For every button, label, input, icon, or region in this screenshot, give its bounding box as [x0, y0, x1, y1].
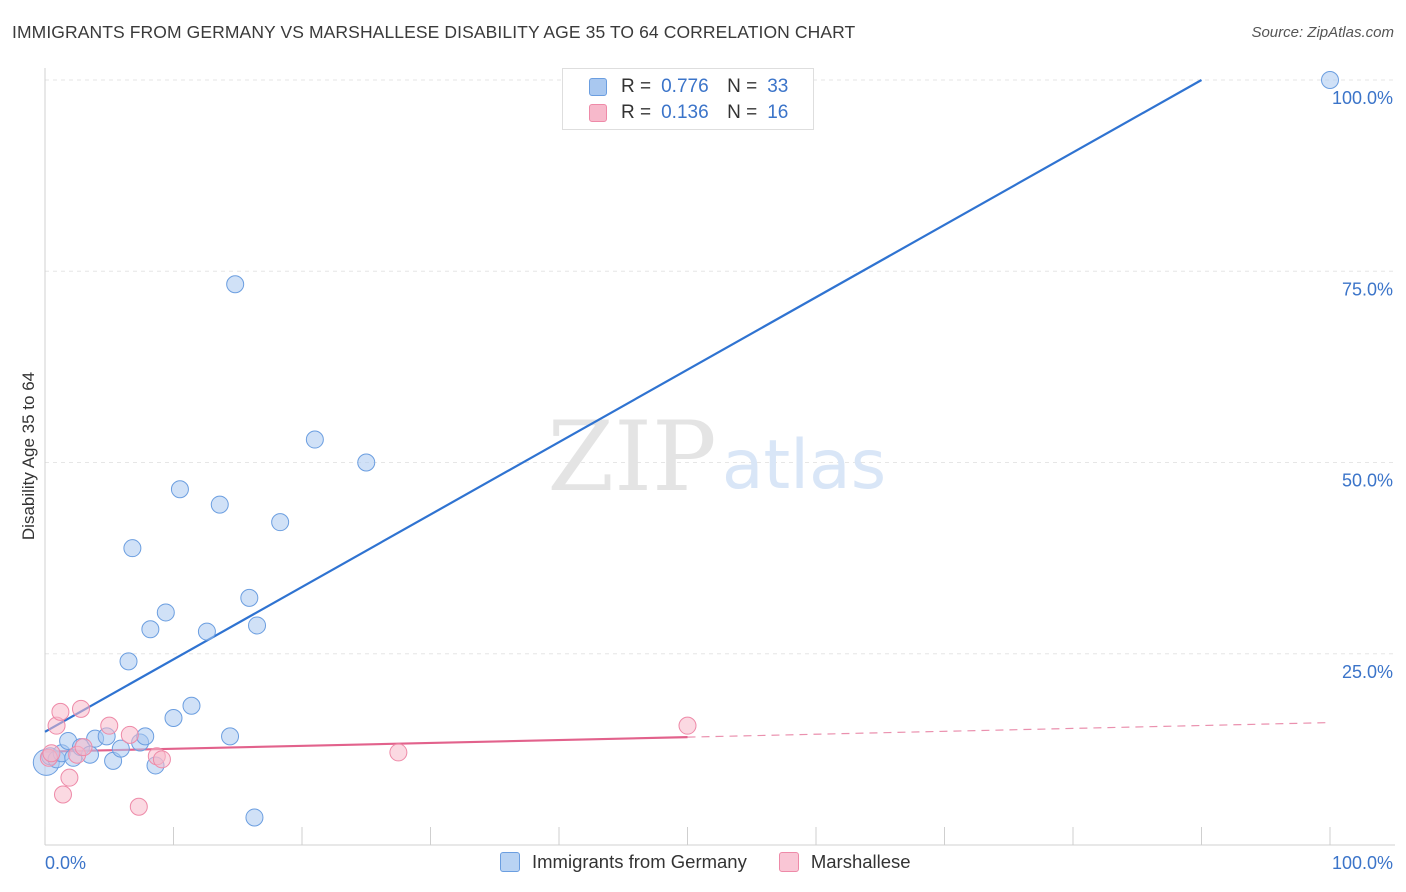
- series-legend-germany[interactable]: Immigrants from Germany: [500, 851, 747, 873]
- series-label-marshallese: Marshallese: [810, 851, 911, 872]
- data-point: [1321, 71, 1339, 89]
- tick-labels: 25.0% 50.0% 75.0% 100.0% 0.0% 100.0%: [45, 88, 1393, 873]
- series-legend-marshallese[interactable]: Marshallese: [778, 851, 911, 873]
- legend-r-value: 0.776: [661, 76, 709, 97]
- data-point: [248, 616, 267, 635]
- legend-swatch-marshallese: [589, 104, 607, 122]
- data-point: [182, 696, 201, 715]
- y-axis-label: Disability Age 35 to 64: [19, 372, 38, 540]
- data-point: [271, 513, 290, 532]
- watermark-zip: ZIP: [547, 401, 716, 513]
- legend-n-label: N =: [727, 102, 758, 123]
- x-tick-label-max: 100.0%: [1332, 853, 1393, 873]
- legend-n-value: 16: [767, 102, 789, 123]
- y-tick-label: 100.0%: [1332, 88, 1393, 108]
- data-point: [111, 739, 130, 758]
- data-point: [156, 603, 175, 622]
- legend-n-value: 33: [767, 76, 789, 97]
- legend-r-label: R =: [621, 76, 652, 97]
- data-point: [221, 727, 240, 746]
- data-point: [210, 495, 229, 514]
- data-point: [74, 738, 93, 757]
- data-points: [32, 71, 1339, 827]
- data-point: [164, 709, 183, 728]
- data-point: [389, 743, 408, 762]
- legend-row-marshallese: R = 0.136 N = 16: [589, 101, 788, 125]
- data-point: [197, 622, 216, 641]
- correlation-legend: R = 0.776 N = 33 R = 0.136 N = 16: [562, 68, 814, 130]
- legend-swatch-germany: [589, 78, 607, 96]
- source-label: Source: ZipAtlas.com: [1251, 24, 1394, 41]
- data-point: [170, 480, 189, 499]
- legend-r-value: 0.136: [661, 102, 709, 123]
- trendline-0: [44, 79, 1203, 733]
- data-point: [678, 716, 697, 735]
- data-point: [51, 702, 70, 721]
- y-tick-label: 25.0%: [1342, 662, 1393, 682]
- series-legend: Immigrants from Germany Marshallese: [500, 851, 943, 873]
- data-point: [119, 652, 138, 671]
- grid: [45, 79, 1395, 655]
- data-point: [141, 620, 160, 639]
- legend-r-label: R =: [621, 102, 652, 123]
- data-point: [129, 797, 148, 816]
- data-point: [42, 744, 61, 763]
- data-point: [226, 275, 245, 294]
- legend-row-germany: R = 0.776 N = 33: [589, 75, 788, 99]
- legend-swatch-marshallese: [778, 852, 799, 872]
- data-point: [53, 785, 72, 804]
- y-tick-label: 75.0%: [1342, 279, 1393, 299]
- data-point: [152, 750, 171, 769]
- data-point: [71, 699, 90, 718]
- chart-title: IMMIGRANTS FROM GERMANY VS MARSHALLESE D…: [12, 22, 856, 42]
- series-label-germany: Immigrants from Germany: [532, 851, 747, 872]
- legend-n-label: N =: [727, 76, 758, 97]
- y-tick-label: 50.0%: [1342, 471, 1393, 491]
- data-point: [123, 539, 142, 558]
- data-point: [120, 725, 139, 744]
- trendline-extension-1: [687, 722, 1331, 738]
- x-tick-label-min: 0.0%: [45, 853, 86, 873]
- legend-swatch-germany: [500, 852, 520, 872]
- data-point: [357, 453, 376, 472]
- data-point: [305, 430, 324, 449]
- data-point: [136, 727, 155, 746]
- watermark-atlas: atlas: [722, 426, 886, 505]
- axes: [44, 68, 1395, 846]
- data-point: [240, 588, 259, 607]
- watermark: ZIP atlas: [547, 401, 886, 513]
- data-point: [100, 716, 119, 735]
- data-point: [245, 808, 264, 827]
- data-point: [60, 768, 79, 787]
